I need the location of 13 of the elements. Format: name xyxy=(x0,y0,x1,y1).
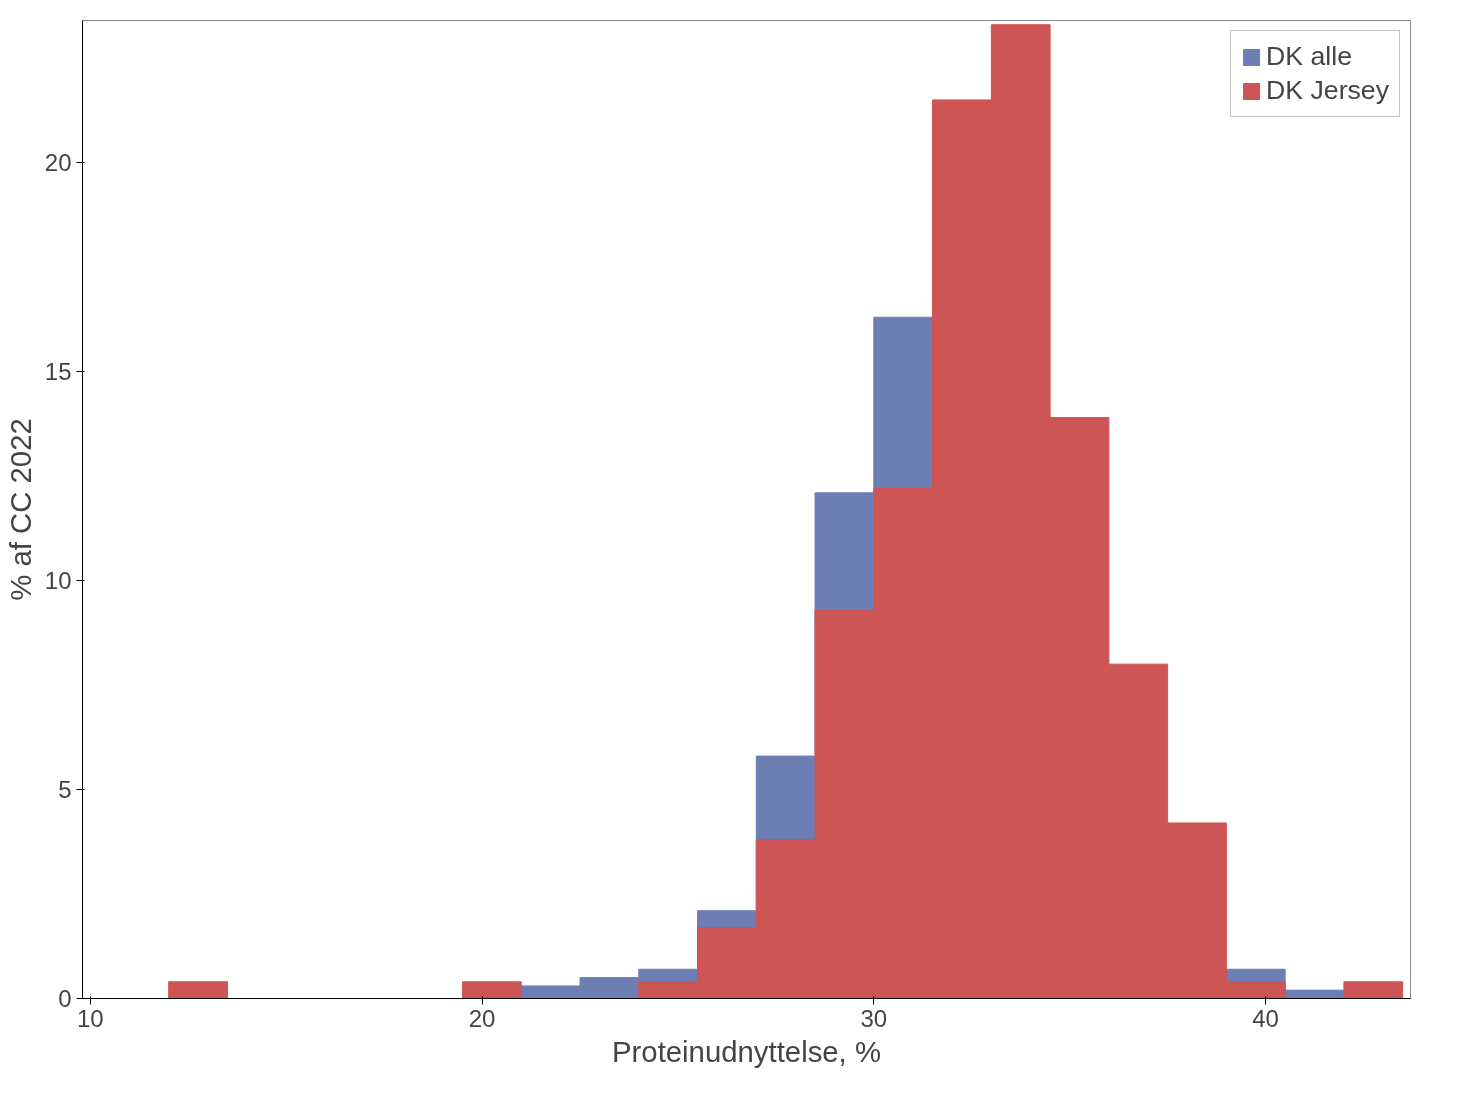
y-tick-label: 10 xyxy=(44,567,72,595)
y-tick-label: 5 xyxy=(58,776,72,804)
y-axis-title: % af CC 2022 xyxy=(3,418,37,601)
y-tick-label: 15 xyxy=(44,358,72,386)
x-axis-title: Proteinudnyttelse, % xyxy=(612,1034,881,1068)
x-tick-label: 30 xyxy=(860,1004,888,1032)
x-tick-label: 10 xyxy=(76,1004,104,1032)
legend-label: DK alle xyxy=(1266,41,1352,72)
y-tick-label: 0 xyxy=(58,985,72,1012)
x-tick-label: 40 xyxy=(1252,1004,1279,1032)
legend-label: DK Jersey xyxy=(1266,75,1389,106)
y-tick-label: 20 xyxy=(44,149,72,177)
x-tick-label: 20 xyxy=(468,1004,496,1032)
